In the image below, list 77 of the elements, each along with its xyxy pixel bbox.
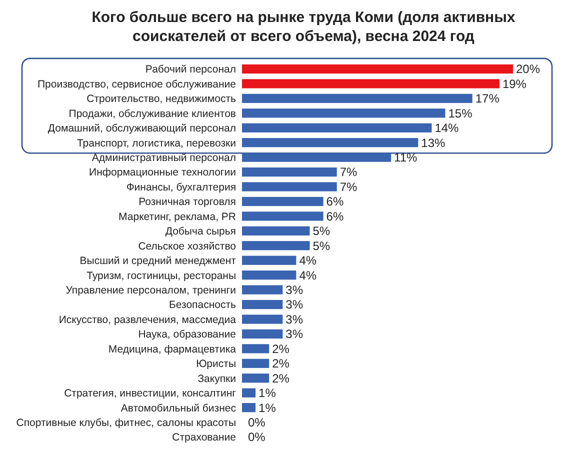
data-label: 5% [312,238,330,253]
y-tick-label: Сельское хозяйство [138,240,236,252]
y-tick-label: Медицина, фармацевтика [108,343,236,356]
y-tick-label: Рабочий персонал [145,64,236,76]
bar [242,270,296,280]
data-label: 5% [312,224,330,238]
chart-title: Кого больше всего на рынке труда Коми (доля активных соискателей от всего объема), весна 2024 год [92,9,516,45]
bar [242,344,270,354]
data-label: 2% [272,342,290,356]
data-label: 3% [286,283,304,298]
data-label: 19% [502,76,527,91]
y-tick-label: Продажи, обслуживание клиентов [68,108,236,120]
y-tick-label: Финансы, бухгалтерия [126,181,236,194]
y-tick-label: Юристы [196,358,236,370]
y-tick-label: Транспорт, логистика, перевозки [76,137,236,150]
y-tick-label: Страхование [172,432,236,444]
data-label: 17% [475,92,500,106]
bar [242,403,256,412]
y-tick-label: Туризм, гостиницы, рестораны [86,270,236,282]
bar [242,212,324,221]
y-tick-label: Домашний, обслуживающий персонал [48,122,236,135]
bar [242,138,418,148]
y-tick-label: Административный персонал [92,152,236,164]
data-label: 1% [258,386,276,400]
bar [242,226,310,236]
bar [242,108,446,118]
data-label: 7% [340,180,358,194]
y-tick-label: Строительство, недвижимость [86,93,237,106]
bar [242,152,392,162]
bar [242,358,270,368]
y-tick-label: Высший и средний менеджмент [80,255,236,268]
data-label: 2% [272,356,290,371]
y-tick-label: Безопасность [169,299,237,312]
data-label: 6% [326,194,344,209]
data-label: 20% [516,62,540,76]
data-label: 3% [286,312,304,326]
y-tick-label: Производство, сервисное обслуживание [38,78,236,90]
data-label: 1% [258,400,276,415]
bar [242,123,432,132]
y-tick-label: Стратегия, инвестиции, консалтинг [64,388,236,400]
bar [242,314,283,324]
bar [242,94,472,103]
data-label: 3% [286,298,304,312]
data-label: 6% [326,209,344,224]
y-tick-label: Добыча сырья [165,226,236,238]
data-label: 3% [286,327,304,342]
data-label: 4% [299,268,317,282]
data-label: 0% [248,430,266,444]
bar [242,388,256,398]
bar [242,167,337,177]
data-label: 4% [299,254,317,268]
bar [242,182,337,192]
data-label: 15% [448,106,473,120]
data-label: 13% [421,136,446,150]
y-tick-label: Закупки [198,372,236,385]
y-tick-label: Наука, образование [138,328,236,341]
bar [242,374,270,383]
data-label: 2% [272,371,290,386]
bar [242,79,500,88]
data-label: 11% [394,150,418,165]
data-label: 14% [434,121,460,136]
bar [242,196,324,206]
bar [242,285,283,294]
y-tick-label: Спортивные клубы, фитнес, салоны красоты [16,416,236,429]
y-tick-label: Маркетинг, реклама, PR [118,210,236,223]
y-tick-label: Автомобильный бизнес [120,402,236,414]
y-tick-label: Искусство, развлечения, массмедиа [58,314,236,326]
data-label: 7% [340,165,358,180]
bar [242,241,310,250]
y-tick-label: Розничная торговля [138,196,236,208]
bar [242,300,283,310]
bar [242,329,283,339]
data-label: 0% [248,416,266,430]
bar [242,256,296,265]
y-tick-label: Управление персоналом, тренинги [66,284,236,296]
y-tick-label: Информационные технологии [89,166,236,179]
bar [242,64,513,74]
